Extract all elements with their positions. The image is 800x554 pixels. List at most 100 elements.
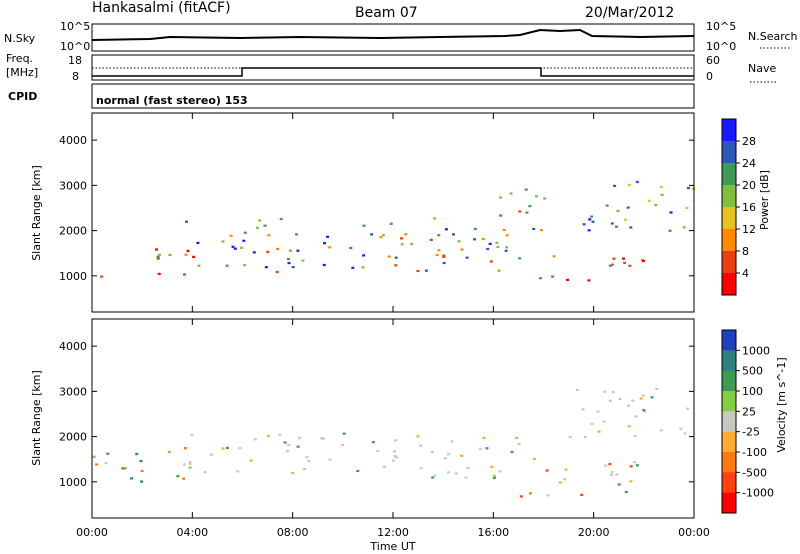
power-colorbar-tick-label: 8 [742,245,749,258]
power-point [221,240,225,243]
power-point [192,255,196,258]
velocity-point [563,478,567,481]
power-point [587,229,591,232]
power-point [488,242,492,245]
velocity-colorbar-tick-label: -500 [742,466,767,479]
velocity-point [140,480,144,483]
velocity-point [249,459,253,462]
power-point [660,193,664,196]
power-point [495,241,499,244]
velocity-point [393,455,397,458]
power-point [538,277,542,280]
power-point [642,259,645,262]
velocity-point [608,463,612,466]
power-point [267,234,271,237]
power-point [157,272,161,275]
velocity-ytick-label: 3000 [59,385,87,398]
velocity-point [394,439,398,442]
velocity-point [517,442,521,445]
power-point [524,188,528,191]
power-point [497,269,501,272]
velocity-point [291,471,295,475]
power-point [543,197,547,200]
velocity-point [558,481,562,484]
power-colorbar-tick-label: 16 [742,201,756,214]
power-point [287,262,291,265]
power-point [266,250,270,253]
velocity-point [624,491,628,494]
velocity-ytick-label: 4000 [59,340,87,353]
power-panel: 1000 2000 3000 4000 Slant Range [km] 4 8 12 16… [30,112,771,313]
x-tick-label: 12:00 [377,526,409,539]
x-axis-label: Time UT [369,540,415,553]
power-point [233,247,237,250]
power-point [184,253,188,256]
velocity-point [283,441,287,444]
power-point [387,255,391,258]
nave-tick-bottom: 0 [706,70,713,83]
power-point [442,255,446,258]
velocity-point [492,474,496,477]
velocity-point [104,462,108,465]
velocity-point [683,432,687,435]
power-colorbar-segment [722,251,736,274]
velocity-colorbar-tick-label: 25 [742,405,756,418]
power-point [362,224,366,227]
velocity-colorbar-segment [722,492,736,514]
power-point [525,211,529,214]
power-point [499,196,503,199]
power-point [435,253,439,257]
power-colorbar-segment [722,141,736,164]
power-point [528,205,532,208]
power-y-axis-label: Slant Range [km] [30,165,43,261]
velocity-point [631,399,635,402]
power-point [626,206,630,209]
power-point [588,218,592,221]
power-point [624,218,627,221]
power-point [100,275,104,278]
beam-title: Beam 07 [355,5,418,21]
velocity-point [450,440,454,443]
power-point [400,243,404,246]
velocity-point [140,469,144,473]
velocity-point [320,437,324,440]
velocity-point [382,465,386,468]
velocity-point [395,456,399,459]
power-colorbar-tick-label: 4 [742,267,749,280]
power-point [301,259,305,262]
power-point [669,211,673,214]
power-point [296,249,300,252]
velocity-point [139,460,143,463]
power-colorbar-segment [722,119,736,142]
x-tick-label: 08:00 [277,526,309,539]
velocity-point [376,450,380,453]
velocity-point [95,463,99,466]
power-point [258,219,262,222]
power-colorbar-segment [722,229,736,252]
velocity-point [546,494,550,497]
velocity-ytick-label: 2000 [59,431,87,444]
velocity-point [478,447,482,450]
power-point [291,266,295,269]
power-point [263,224,267,227]
power-point [381,234,385,237]
power-point [328,246,332,249]
velocity-colorbar-tick-label: 100 [742,385,763,398]
power-point [255,226,259,229]
power-point [628,264,632,267]
power-point [612,257,616,260]
velocity-point [629,465,633,468]
velocity-point [253,438,257,441]
power-colorbar-segment [722,273,736,296]
velocity-point [167,450,171,454]
velocity-point [121,467,125,470]
velocity-point [287,443,291,446]
power-point [186,249,190,252]
velocity-colorbar-segment [722,431,736,453]
velocity-colorbar-tick-label: 1000 [742,344,770,357]
power-point [437,249,441,252]
power-point [552,255,556,258]
power-point [404,233,408,236]
power-point [295,233,298,236]
